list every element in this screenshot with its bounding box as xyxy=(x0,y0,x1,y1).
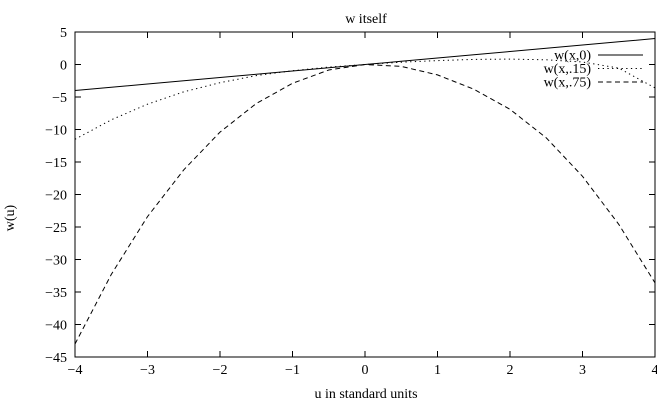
x-tick-label: 1 xyxy=(434,363,441,378)
x-tick-label: −4 xyxy=(68,363,83,378)
series-lines xyxy=(74,38,656,345)
x-tick-label: 4 xyxy=(652,363,657,378)
x-tick-label: −1 xyxy=(285,363,300,378)
y-tick-label: −35 xyxy=(45,286,67,301)
y-tick-label: −15 xyxy=(45,156,67,171)
legend: w(x,0)w(x,.15)w(x,.75) xyxy=(544,49,643,91)
legend-label: w(x,0) xyxy=(554,49,591,64)
y-axis-label: w(u) xyxy=(3,204,18,231)
y-tick-label: 5 xyxy=(60,26,67,41)
legend-label: w(x,.15) xyxy=(544,62,592,77)
chart-title: w itself xyxy=(345,12,387,27)
x-axis-label: u in standard units xyxy=(314,387,417,402)
x-tick-label: 3 xyxy=(579,363,586,378)
y-tick-label: −5 xyxy=(52,91,67,106)
y-tick-label: −25 xyxy=(45,221,67,236)
y-tick-label: 0 xyxy=(60,59,67,74)
legend-label: w(x,.75) xyxy=(544,76,592,91)
y-tick-label: −45 xyxy=(45,351,67,366)
y-tick-label: −30 xyxy=(45,254,67,269)
x-tick-label: −2 xyxy=(213,363,228,378)
axis-ticks: −4 −3 −2 −1 0 1 2 3 450−5−10−15−20−25−30−35−40−4… xyxy=(45,26,657,378)
x-tick-label: 0 xyxy=(362,363,369,378)
y-tick-label: −40 xyxy=(45,319,67,334)
y-tick-label: −20 xyxy=(45,189,67,204)
y-tick-label: −10 xyxy=(45,124,67,139)
x-tick-label: −3 xyxy=(140,363,155,378)
series-line xyxy=(74,63,656,345)
x-tick-label: 2 xyxy=(507,363,514,378)
